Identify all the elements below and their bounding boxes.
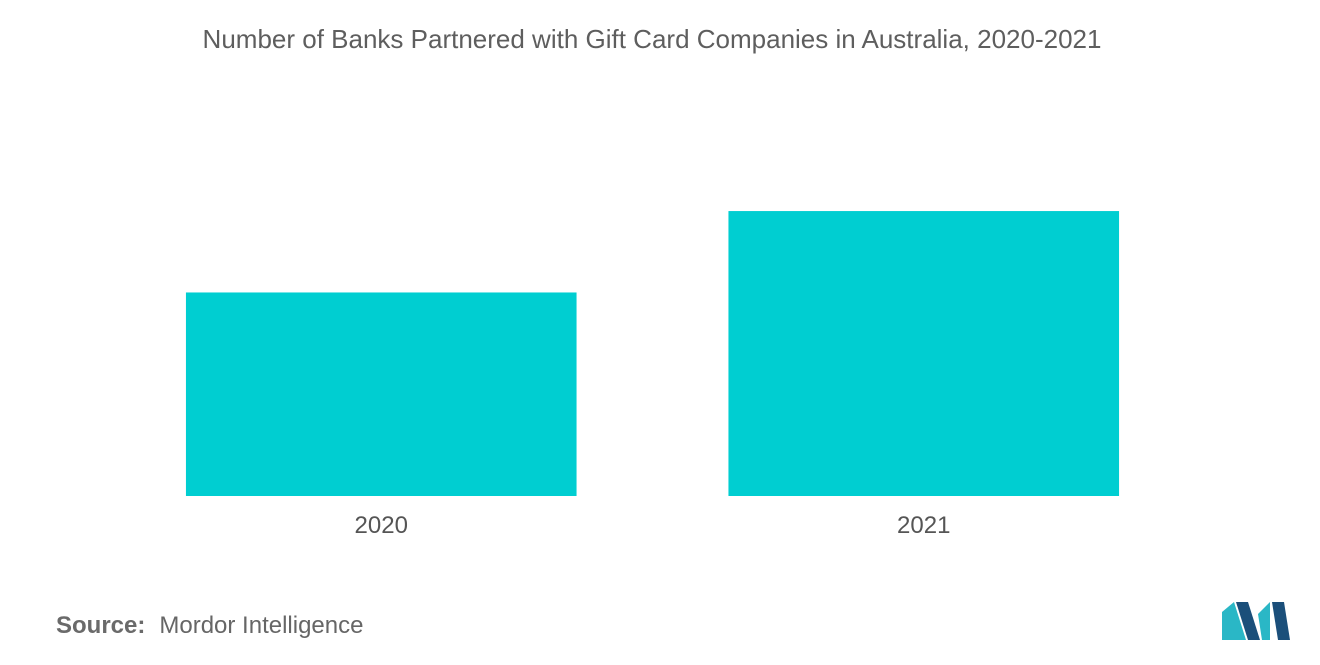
x-tick-label-2021: 2021 — [897, 512, 950, 539]
x-tick-label-2020: 2020 — [355, 512, 408, 539]
bar-2021 — [728, 211, 1120, 496]
logo-mid-shape — [1236, 602, 1260, 640]
source-label: Source: — [56, 612, 146, 639]
logo-left-shape — [1222, 602, 1246, 640]
logo-far-shape — [1272, 602, 1290, 640]
mordor-intelligence-logo — [1222, 602, 1290, 640]
source-value: Mordor Intelligence — [159, 612, 364, 639]
source-line: Source: Mordor Intelligence — [56, 612, 363, 640]
chart-title: Number of Banks Partnered with Gift Card… — [202, 24, 1102, 54]
logo-right-shape — [1258, 602, 1270, 640]
bar-2020 — [185, 292, 577, 496]
